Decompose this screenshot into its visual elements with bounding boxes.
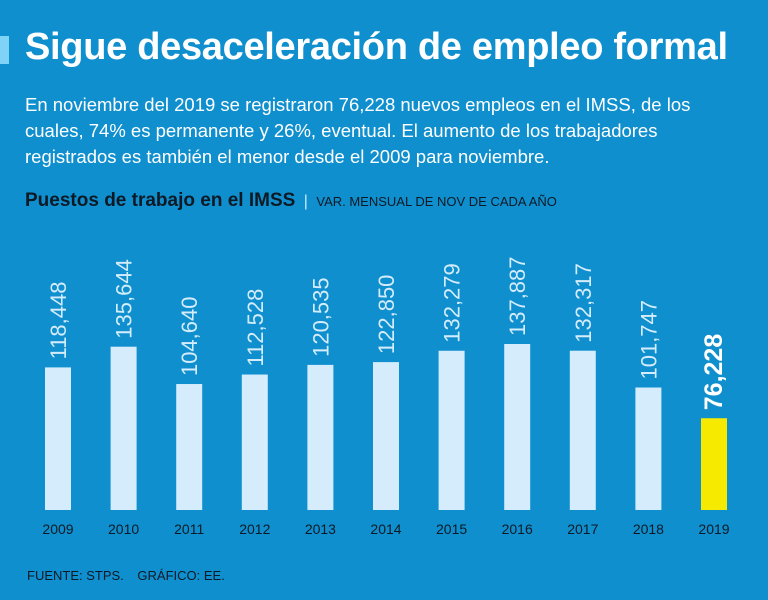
bar-2015 [438,350,465,510]
value-label-2018: 101,747 [636,300,661,380]
value-label-2015: 132,279 [440,263,465,343]
category-label-2013: 2013 [305,521,336,537]
bar-2016 [504,344,531,510]
value-label-2016: 137,887 [505,256,530,336]
chart-header: Puestos de trabajo en el IMSS | VAR. MEN… [25,190,557,212]
category-label-2019: 2019 [698,521,729,537]
category-label-2011: 2011 [174,521,204,537]
bar-2012 [241,374,268,510]
value-label-2012: 112,528 [243,289,268,367]
chart-header-separator: | [303,193,308,210]
bar-2017 [569,350,596,510]
value-label-2017: 132,317 [571,263,596,343]
bar-chart: 118,448 2009 135,644 2010 104,640 2011 112,528… [42,256,729,537]
category-label-2015: 2015 [436,521,467,537]
category-label-2009: 2009 [42,521,73,537]
chart-unit-label: VAR. MENSUAL DE NOV DE CADA AÑO [316,194,557,209]
category-label-2014: 2014 [370,521,401,537]
source-label: FUENTE: STPS. [27,568,124,583]
chart-title: Puestos de trabajo en el IMSS [25,190,296,211]
value-label-2019: 76,228 [700,334,728,411]
page-subtitle: En noviembre del 2019 se registraron 76,… [25,94,691,167]
bar-2009 [45,367,71,510]
category-label-2017: 2017 [567,521,598,537]
page-title: Sigue desaceleración de empleo formal [25,26,728,68]
category-label-2012: 2012 [239,521,270,537]
value-label-2011: 104,640 [177,296,202,376]
category-label-2016: 2016 [502,521,533,537]
bar-2018 [635,387,662,510]
value-label-2010: 135,644 [112,259,137,339]
bar-2010 [110,346,137,510]
value-label-2013: 120,535 [308,277,333,357]
value-label-2009: 118,448 [46,281,71,359]
title-accent-bar [0,36,9,64]
bar-2013 [307,364,334,510]
footer: FUENTE: STPS. GRÁFICO: EE. [27,568,225,583]
category-label-2018: 2018 [633,521,664,537]
bar-2014 [373,362,399,510]
value-label-2014: 122,850 [374,275,399,355]
credit-label: GRÁFICO: EE. [137,568,225,583]
category-label-2010: 2010 [108,521,139,537]
bar-2019 [701,418,727,510]
bar-2011 [176,384,203,510]
